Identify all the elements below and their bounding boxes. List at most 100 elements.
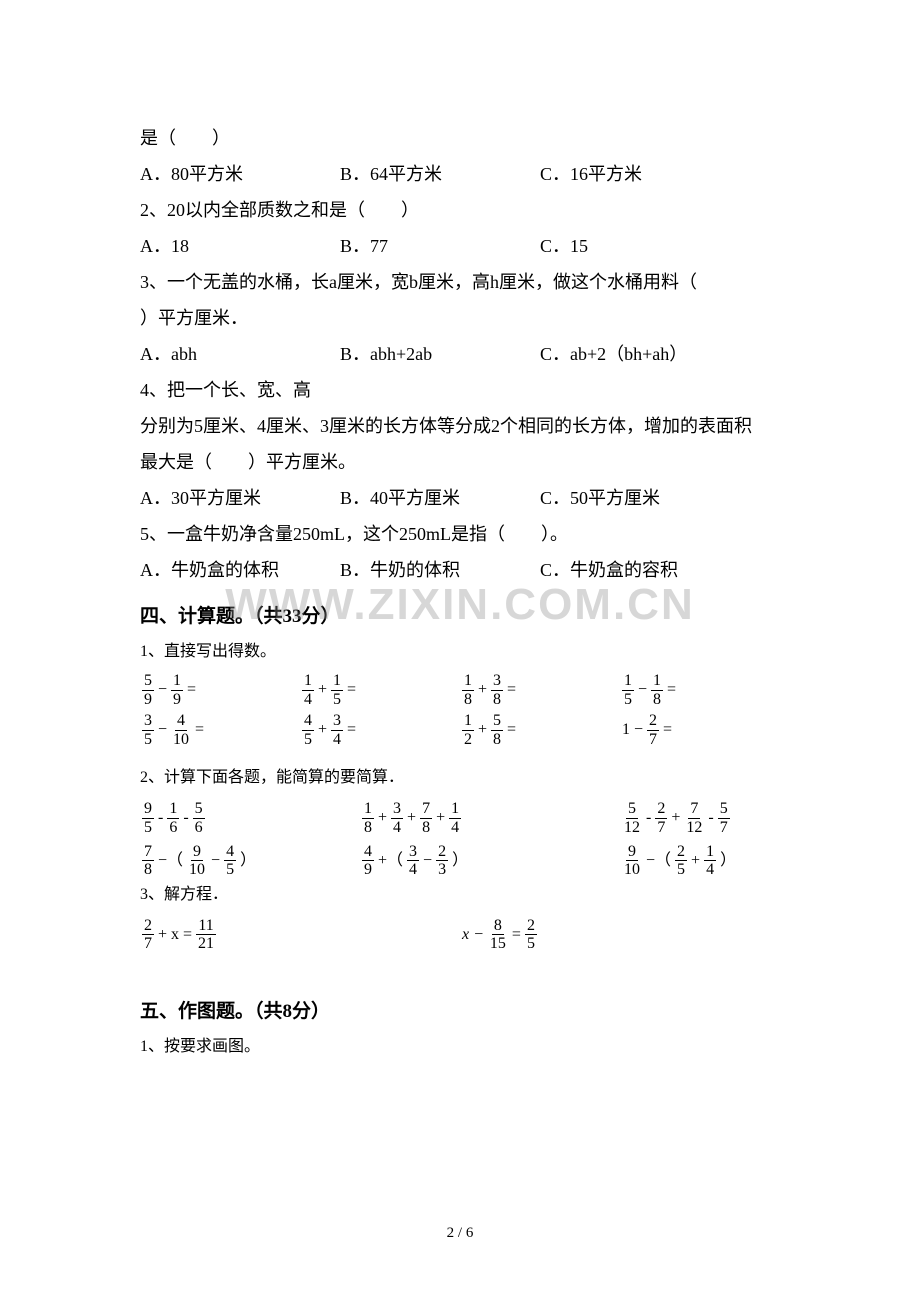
q3-opt-c: C．ab+2（bh+ah） — [540, 336, 780, 372]
sec4-p3-label: 3、解方程． — [140, 879, 780, 911]
operator: = — [507, 674, 516, 706]
fraction: 815 — [488, 917, 508, 953]
operator: −（ — [646, 845, 671, 877]
operator: + x = — [158, 919, 192, 951]
frac-expr: 12+58= — [460, 712, 620, 748]
fraction: 512 — [622, 800, 642, 836]
fraction: 15 — [331, 672, 343, 708]
fraction: 34 — [391, 800, 403, 836]
operator: - — [158, 802, 163, 834]
fraction: 27 — [647, 712, 659, 748]
operator: −（ — [158, 845, 183, 877]
q3-stem-1: 3、一个无盖的水桶，长a厘米，宽b厘米，高h厘米，做这个水桶用料（ — [140, 264, 780, 300]
operator: - — [183, 802, 188, 834]
q4-stem-2: 分别为5厘米、4厘米、3厘米的长方体等分成2个相同的长方体，增加的表面积 — [140, 408, 780, 444]
sec4-p3-row: 27+ x =1121 x −815=25 — [140, 917, 780, 953]
q2-opt-a: A．18 — [140, 228, 340, 264]
q2-opt-c: C．15 — [540, 228, 780, 264]
operator: − — [158, 674, 167, 706]
operator: = — [347, 714, 356, 746]
frac-expr: 15−18= — [620, 672, 780, 708]
fraction: 49 — [362, 843, 374, 879]
sec4-p2-row1: 95-16-56 18+34+78+14 512-27+712-57 — [140, 800, 780, 836]
frac-expr: 35−410= — [140, 712, 300, 748]
page-content: 是（ ） A．80平方米 B．64平方米 C．16平方米 2、20以内全部质数之… — [0, 0, 920, 1123]
fraction: 27 — [142, 917, 154, 953]
fraction: 78 — [420, 800, 432, 836]
fraction: 910 — [187, 843, 207, 879]
fraction: 35 — [142, 712, 154, 748]
sec5-title: 五、作图题。（共8分） — [140, 993, 780, 1031]
fraction: 410 — [171, 712, 191, 748]
frac-expr: 18+38= — [460, 672, 620, 708]
fraction: 38 — [491, 672, 503, 708]
q4-opt-c: C．50平方厘米 — [540, 480, 780, 516]
operator: + — [407, 802, 416, 834]
operator: ） — [240, 845, 256, 877]
fraction: 34 — [331, 712, 343, 748]
frac-expr: 1−27= — [620, 712, 780, 748]
sec4-p1-label: 1、直接写出得数。 — [140, 636, 780, 668]
q5-opt-a: A．牛奶盒的体积 — [140, 552, 340, 588]
fraction: 59 — [142, 672, 154, 708]
fraction: 15 — [622, 672, 634, 708]
operator: + — [318, 714, 327, 746]
sec4-p1-row1: 59−19=14+15=18+38=15−18= — [140, 672, 780, 708]
fraction: 34 — [407, 843, 419, 879]
sec4-title: 四、计算题。（共33分） — [140, 598, 780, 636]
fraction: 19 — [171, 672, 183, 708]
q4-opt-a: A．30平方厘米 — [140, 480, 340, 516]
fraction: 18 — [651, 672, 663, 708]
operator: + — [318, 674, 327, 706]
q1-opt-c: C．16平方米 — [540, 156, 780, 192]
q4-options: A．30平方厘米 B．40平方厘米 C．50平方厘米 — [140, 480, 780, 516]
fraction: 14 — [449, 800, 461, 836]
operator: = — [195, 714, 204, 746]
p2-r1-c1: 95-16-56 — [140, 800, 360, 836]
q2-stem: 2、20以内全部质数之和是（ ） — [140, 192, 780, 228]
operator: + — [436, 802, 445, 834]
operator: − — [423, 845, 432, 877]
q5-opt-c: C．牛奶盒的容积 — [540, 552, 780, 588]
fraction: 27 — [655, 800, 667, 836]
p2-r2-c1: 78−（910−45） — [140, 843, 360, 879]
page-number: 2 / 6 — [0, 1225, 920, 1242]
fraction: 712 — [684, 800, 704, 836]
fraction: 18 — [462, 672, 474, 708]
operator: − — [638, 674, 647, 706]
sec5-p1: 1、按要求画图。 — [140, 1031, 780, 1063]
operator: = — [347, 674, 356, 706]
q5-options: A．牛奶盒的体积 B．牛奶的体积 C．牛奶盒的容积 — [140, 552, 780, 588]
fraction: 95 — [142, 800, 154, 836]
sec4-p1-row2: 35−410=45+34=12+58=1−27= — [140, 712, 780, 748]
fraction: 78 — [142, 843, 154, 879]
fraction: 1121 — [196, 917, 216, 953]
fraction: 14 — [704, 843, 716, 879]
operator: + — [378, 802, 387, 834]
q1-opt-b: B．64平方米 — [340, 156, 540, 192]
q3-opt-b: B．abh+2ab — [340, 336, 540, 372]
fraction: 23 — [436, 843, 448, 879]
q3-opt-a: A．abh — [140, 336, 340, 372]
frac-expr: 59−19= — [140, 672, 300, 708]
p2-r1-c3: 512-27+712-57 — [620, 800, 780, 836]
fraction: 25 — [675, 843, 687, 879]
q4-stem-3: 最大是（ ）平方厘米。 — [140, 444, 780, 480]
q5-opt-b: B．牛奶的体积 — [340, 552, 540, 588]
fraction: 25 — [525, 917, 537, 953]
operator: = — [512, 919, 521, 951]
operator: - — [646, 802, 651, 834]
operator: + — [478, 674, 487, 706]
sec4-p2-row2: 78−（910−45） 49+（34−23） 910−（25+14） — [140, 843, 780, 879]
q4-stem-1: 4、把一个长、宽、高 — [140, 372, 780, 408]
operator: ） — [720, 845, 736, 877]
q3-stem-2: ）平方厘米． — [140, 300, 780, 336]
operator: +（ — [378, 845, 403, 877]
fraction: 12 — [462, 712, 474, 748]
q3-options: A．abh B．abh+2ab C．ab+2（bh+ah） — [140, 336, 780, 372]
q2-options: A．18 B．77 C．15 — [140, 228, 780, 264]
operator: − — [158, 714, 167, 746]
fraction: 58 — [491, 712, 503, 748]
operator: = — [187, 674, 196, 706]
operator: - — [708, 802, 713, 834]
